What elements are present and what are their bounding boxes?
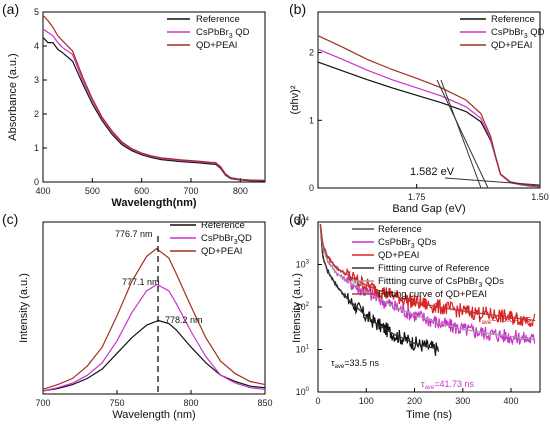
series-line-qd-peai — [42, 247, 266, 390]
x-tick-label: 300 — [455, 396, 470, 406]
legend-label-reference: Reference — [491, 14, 535, 25]
panel-a-legend: Reference CsPbBr3 QD QD+PEAI — [167, 14, 250, 51]
legend-label-cspbbr3: CsPbBr3 QD — [196, 27, 250, 40]
tau-label-reference: τave=33.5 ns — [331, 358, 380, 370]
panel-c-peak-label-qd: 777.1 nm — [122, 277, 160, 287]
series-line-qd-peai — [42, 14, 266, 181]
legend-label-fit-peai: Fittting curve of QD+PEAI — [378, 289, 487, 300]
tau-label-peai: τave=75.84 ns — [478, 314, 532, 326]
y-tick-label: 2 — [309, 48, 314, 58]
legend-label-fit-reference: Fittting curve of Reference — [378, 263, 489, 274]
x-tick-label: 700 — [183, 186, 198, 196]
y-tick-label: 100 — [296, 387, 310, 397]
panel-c-frame — [42, 221, 266, 395]
legend-label-peai: QD+PEAI — [491, 40, 532, 51]
panel-d-ticks: 0 100 200 300 400 100 101 102 103 104 — [296, 217, 519, 406]
panel-a-label: (a) — [2, 1, 19, 17]
x-tick-label: 400 — [504, 396, 519, 406]
x-tick-label: 1.50 — [531, 192, 549, 202]
tau-label-qd: τave=41.73 ns — [421, 379, 475, 391]
y-tick-label: 3 — [34, 75, 39, 85]
panel-c-peak-label-peai: 776.7 nm — [115, 229, 153, 239]
panel-b-bandgap-annotation: 1.582 eV — [410, 166, 455, 178]
panel-c-series — [42, 247, 266, 392]
x-tick-label: 600 — [134, 186, 149, 196]
panel-c-label: (c) — [2, 211, 18, 227]
legend-label-cspbbr3: CsPbBr3 QDs — [378, 237, 437, 250]
panel-a-frame — [42, 11, 266, 183]
panel-d-label: (d) — [289, 211, 306, 227]
legend-label-cspbbr3: CsPbBr3QD — [201, 233, 252, 246]
y-tick-label: 0 — [309, 183, 314, 193]
legend-label-peai: QD+PEAI — [201, 246, 242, 257]
panel-a: (a) 400 500 600 700 800 0 1 2 3 4 5 Wavelength(nm)… — [2, 1, 266, 209]
y-tick-label: 101 — [296, 345, 310, 355]
x-tick-label: 200 — [407, 396, 422, 406]
y-tick-label: 1 — [309, 115, 314, 125]
fit-curve-qd-peai — [319, 223, 536, 322]
series-line-reference — [42, 319, 266, 392]
x-tick-label: 700 — [35, 398, 50, 408]
panel-d-ylabel: Intensity (a.u.) — [291, 273, 303, 343]
panel-c-ticks: 700 750 800 850 — [35, 390, 273, 408]
panel-c-peak-label-reference: 778.2 nm — [165, 315, 203, 325]
x-tick-label: 400 — [35, 186, 50, 196]
panel-b-legend: Reference CsPbBr3 QD QD+PEAI — [460, 14, 545, 51]
x-tick-label: 750 — [109, 398, 124, 408]
panel-a-series — [42, 14, 266, 182]
x-tick-label: 100 — [359, 396, 374, 406]
y-tick-label: 103 — [296, 260, 310, 270]
panel-b-frame — [317, 11, 541, 189]
x-tick-label: 800 — [233, 186, 248, 196]
panel-b-tangent-line-2 — [440, 79, 482, 189]
panel-d-xlabel: Time (ns) — [406, 409, 452, 421]
y-tick-label: 104 — [296, 217, 310, 227]
panel-b-baseline-fit — [444, 177, 541, 186]
legend-label-cspbbr3: CsPbBr3 QD — [491, 27, 545, 40]
x-tick-label: 1.75 — [408, 192, 426, 202]
panel-c-legend: Reference CsPbBr3QD QD+PEAI — [170, 220, 252, 257]
series-line-cspbbr3qd — [42, 283, 266, 392]
series-line-qd-peai — [317, 35, 541, 187]
panel-c-ylabel: Intensity (a.u.) — [18, 273, 30, 343]
legend-label-reference: Reference — [378, 224, 422, 235]
panel-a-ylabel: Absorbance (a.u.) — [7, 53, 19, 140]
panel-b: (b) 1.75 1.50 0 1 2 1.582 eV Band Gap (eV) (… — [289, 1, 549, 215]
legend-label-peai: QD+PEAI — [196, 40, 237, 51]
x-tick-label: 0 — [315, 396, 320, 406]
x-tick-label: 850 — [257, 398, 272, 408]
fit-curve-cspbbr3-qds — [319, 226, 536, 341]
panel-a-xlabel: Wavelength(nm) — [111, 197, 196, 209]
y-tick-label: 2 — [34, 109, 39, 119]
y-tick-label: 102 — [296, 302, 310, 312]
y-tick-label: 0 — [34, 177, 39, 187]
panel-b-series — [317, 35, 541, 188]
panel-d-series — [319, 223, 536, 356]
x-tick-label: 800 — [183, 398, 198, 408]
panel-b-ylabel: (αhν)² — [289, 85, 301, 114]
panel-c: (c) 700 750 800 850 776.7 nm 777.1 nm 778.2… — [2, 211, 273, 421]
legend-label-peai: QD+PEAI — [378, 250, 419, 261]
legend-label-reference: Reference — [201, 220, 245, 231]
panel-c-xlabel: Wavelength (nm) — [112, 409, 195, 421]
panel-b-ticks: 1.75 1.50 0 1 2 — [309, 48, 549, 202]
series-line-cspbbr3-qd — [317, 48, 541, 188]
panel-d-legend: Reference CsPbBr3 QDs QD+PEAI Fittting c… — [352, 224, 504, 300]
y-tick-label: 4 — [34, 41, 39, 51]
legend-label-fit-cspbbr3: Fittting curve of CsPbBr3 QDs — [378, 276, 504, 289]
panel-d: (d) 0 100 200 300 400 100 101 102 103 104 Time (n… — [289, 211, 541, 421]
y-tick-label: 1 — [34, 143, 39, 153]
y-tick-label: 5 — [34, 7, 39, 17]
panel-b-tangent-line — [436, 79, 489, 189]
panel-b-xlabel: Band Gap (eV) — [392, 203, 465, 215]
panel-b-label: (b) — [289, 1, 306, 17]
panel-a-ticks: 400 500 600 700 800 0 1 2 3 4 5 — [34, 7, 248, 196]
fit-curve-reference — [319, 226, 439, 351]
x-tick-label: 500 — [85, 186, 100, 196]
legend-label-reference: Reference — [196, 14, 240, 25]
